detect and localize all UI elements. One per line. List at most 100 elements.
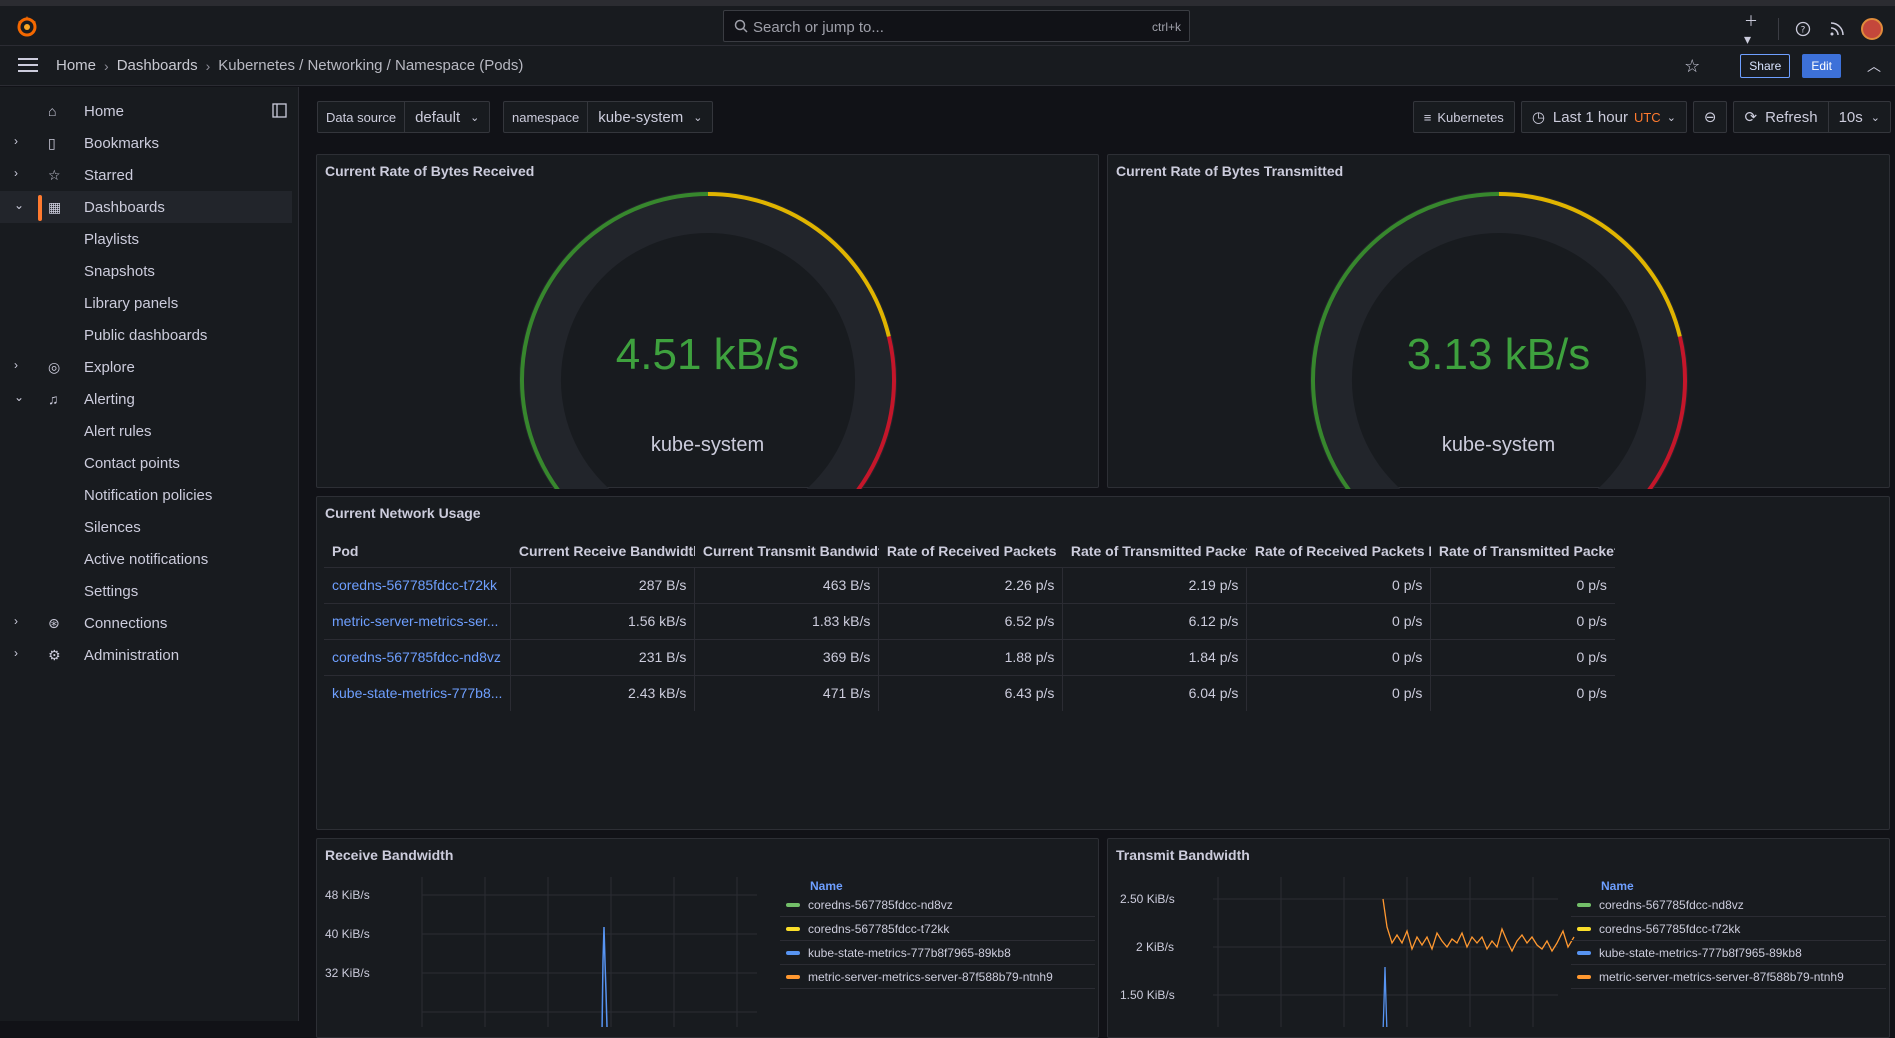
column-header[interactable]: Current Receive Bandwidth [518, 542, 695, 559]
legend-item[interactable]: coredns-567785fdcc-nd8vz [780, 893, 1095, 917]
active-indicator [38, 195, 42, 221]
network-usage-panel: Current Network Usage Pod Current Receive… [316, 496, 1890, 830]
help-icon[interactable]: ? [1793, 19, 1813, 39]
chevron-up-icon[interactable]: ︿ [1867, 58, 1881, 74]
divider [1778, 18, 1779, 40]
sidebar-item-public-dashboards[interactable]: Public dashboards [0, 319, 292, 351]
column-header[interactable]: Current Transmit Bandwidth [702, 542, 879, 559]
sidebar-item-library-panels[interactable]: Library panels [0, 287, 292, 319]
table-cell: 287 B/s [510, 566, 696, 603]
sidebar-item-label: Notification policies [84, 486, 213, 504]
chevron-right-icon[interactable]: › [14, 614, 18, 628]
gauge-panel-transmitted: Current Rate of Bytes Transmitted 3.13 k… [1107, 154, 1890, 489]
sidebar-item-silences[interactable]: Silences [0, 511, 292, 543]
datasource-variable[interactable]: Data source default ⌄ [317, 101, 491, 133]
chevron-down-icon: ⌄ [1666, 111, 1676, 124]
column-header[interactable]: Rate of Received Packets [886, 542, 1057, 559]
legend-item[interactable]: metric-server-metrics-server-87f588b79-n… [1571, 965, 1886, 989]
threshold-red [1647, 336, 1687, 489]
refresh-interval[interactable]: 10s [1838, 108, 1863, 126]
gauge-label: kube-system [1441, 434, 1556, 456]
sidebar-item-label: Playlists [84, 230, 140, 248]
pod-link[interactable]: kube-state-metrics-777b8... [324, 674, 512, 711]
sidebar-item-playlists[interactable]: Playlists [0, 223, 292, 255]
time-picker[interactable]: ◷ Last 1 hour UTC ⌄ [1520, 101, 1687, 133]
chevron-down-icon[interactable]: ⌄ [14, 390, 25, 404]
legend-item[interactable]: coredns-567785fdcc-t72kk [1571, 917, 1886, 941]
breadcrumb-dashboards[interactable]: Dashboards [116, 57, 198, 74]
series-swatch [786, 926, 800, 931]
column-header[interactable]: Pod [332, 542, 359, 559]
pod-link[interactable]: coredns-567785fdcc-nd8vz [324, 638, 512, 675]
chevron-down-icon[interactable]: ⌄ [14, 198, 25, 212]
search-icon [734, 19, 748, 33]
table-row: metric-server-metrics-ser... 1.56 kB/s 1.8… [324, 602, 1615, 639]
sidebar-item-explore[interactable]: › ◎ Explore [0, 351, 292, 383]
sidebar-item-snapshots[interactable]: Snapshots [0, 255, 292, 287]
dock-menu-icon[interactable] [272, 103, 287, 118]
legend-header[interactable]: Name [1601, 879, 1634, 893]
sidebar-item-contact-points[interactable]: Contact points [0, 447, 292, 479]
legend-label: metric-server-metrics-server-87f588b79-n… [1599, 969, 1844, 984]
pod-link[interactable]: metric-server-metrics-ser... [324, 602, 512, 639]
series-swatch [786, 974, 800, 979]
threshold-yellow [1498, 192, 1682, 338]
sidebar-item-settings[interactable]: Settings [0, 575, 292, 607]
series-line [601, 926, 608, 1027]
sidebar-item-starred[interactable]: › ☆ Starred [0, 159, 292, 191]
zoom-out-button[interactable]: ⊖ [1692, 101, 1728, 133]
search-placeholder: Search or jump to... [753, 19, 884, 36]
sidebar-item-alert-rules[interactable]: Alert rules [0, 415, 292, 447]
y-tick: 32 KiB/s [325, 966, 370, 980]
column-header[interactable]: Rate of Received Packets Drop [1254, 542, 1431, 559]
star-icon[interactable]: ☆ [1684, 55, 1701, 76]
threshold-green [1311, 192, 1500, 489]
y-tick: 2.50 KiB/s [1120, 892, 1175, 906]
kubernetes-links-button[interactable]: ≡ Kubernetes [1412, 101, 1515, 133]
legend-item[interactable]: kube-state-metrics-777b8f7965-89kb8 [780, 941, 1095, 965]
breadcrumb-current: Kubernetes / Networking / Namespace (Pod… [218, 57, 524, 74]
grid [1213, 877, 1558, 1027]
chevron-right-icon[interactable]: › [14, 134, 18, 148]
news-icon[interactable] [1827, 19, 1847, 39]
namespace-variable[interactable]: namespace kube-system ⌄ [503, 101, 714, 133]
avatar[interactable] [1861, 18, 1883, 40]
sidebar-item-connections[interactable]: › ⊛ Connections [0, 607, 292, 639]
legend-header[interactable]: Name [810, 879, 843, 893]
refresh-button[interactable]: ⟳ Refresh 10s ⌄ [1733, 101, 1891, 133]
datasource-label: Data source [318, 102, 406, 132]
receive-bandwidth-plot: 48 KiB/s 40 KiB/s 32 KiB/s [325, 877, 757, 1027]
datasource-select[interactable]: default ⌄ [405, 102, 489, 132]
menu-icon[interactable] [18, 57, 38, 73]
grafana-logo-icon[interactable] [14, 14, 40, 40]
table-cell: 0 p/s [1246, 674, 1432, 711]
chevron-right-icon[interactable]: › [14, 646, 18, 660]
plus-icon[interactable]: ＋ ▾ [1744, 12, 1758, 47]
legend-item[interactable]: coredns-567785fdcc-nd8vz [1571, 893, 1886, 917]
column-header[interactable]: Rate of Transmitted Packets [1070, 542, 1247, 559]
sidebar-item-active-notifications[interactable]: Active notifications [0, 543, 292, 575]
legend-item[interactable]: coredns-567785fdcc-t72kk [780, 917, 1095, 941]
sidebar-item-dashboards[interactable]: ⌄ ▦ Dashboards [0, 191, 292, 223]
bell-icon: ♫ [48, 391, 59, 407]
chevron-right-icon[interactable]: › [14, 166, 18, 180]
chevron-right-icon[interactable]: › [14, 358, 18, 372]
svg-text:?: ? [1801, 26, 1806, 36]
receive-bandwidth-panel: Receive Bandwidth 48 KiB/s 40 KiB/s 32 K… [316, 838, 1099, 1038]
breadcrumb-home[interactable]: Home [56, 57, 97, 74]
legend-item[interactable]: kube-state-metrics-777b8f7965-89kb8 [1571, 941, 1886, 965]
search-input[interactable]: Search or jump to... ctrl+k [723, 10, 1190, 42]
sidebar-item-notification-policies[interactable]: Notification policies [0, 479, 292, 511]
sidebar-item-bookmarks[interactable]: › ▯ Bookmarks [0, 127, 292, 159]
edit-button[interactable]: Edit [1802, 54, 1841, 78]
sidebar-item-home[interactable]: ⌂ Home [0, 95, 292, 127]
apps-icon: ▦ [48, 199, 62, 215]
namespace-select[interactable]: kube-system ⌄ [588, 102, 712, 132]
legend-item[interactable]: metric-server-metrics-server-87f588b79-n… [780, 965, 1095, 989]
sidebar-item-alerting[interactable]: ⌄ ♫ Alerting [0, 383, 292, 415]
sidebar-item-label: Alerting [84, 390, 135, 408]
sidebar-item-administration[interactable]: › ⚙ Administration [0, 639, 292, 671]
column-header[interactable]: Rate of Transmitted Packets D [1438, 542, 1615, 559]
share-button[interactable]: Share [1740, 54, 1791, 78]
pod-link[interactable]: coredns-567785fdcc-t72kk [324, 566, 512, 603]
